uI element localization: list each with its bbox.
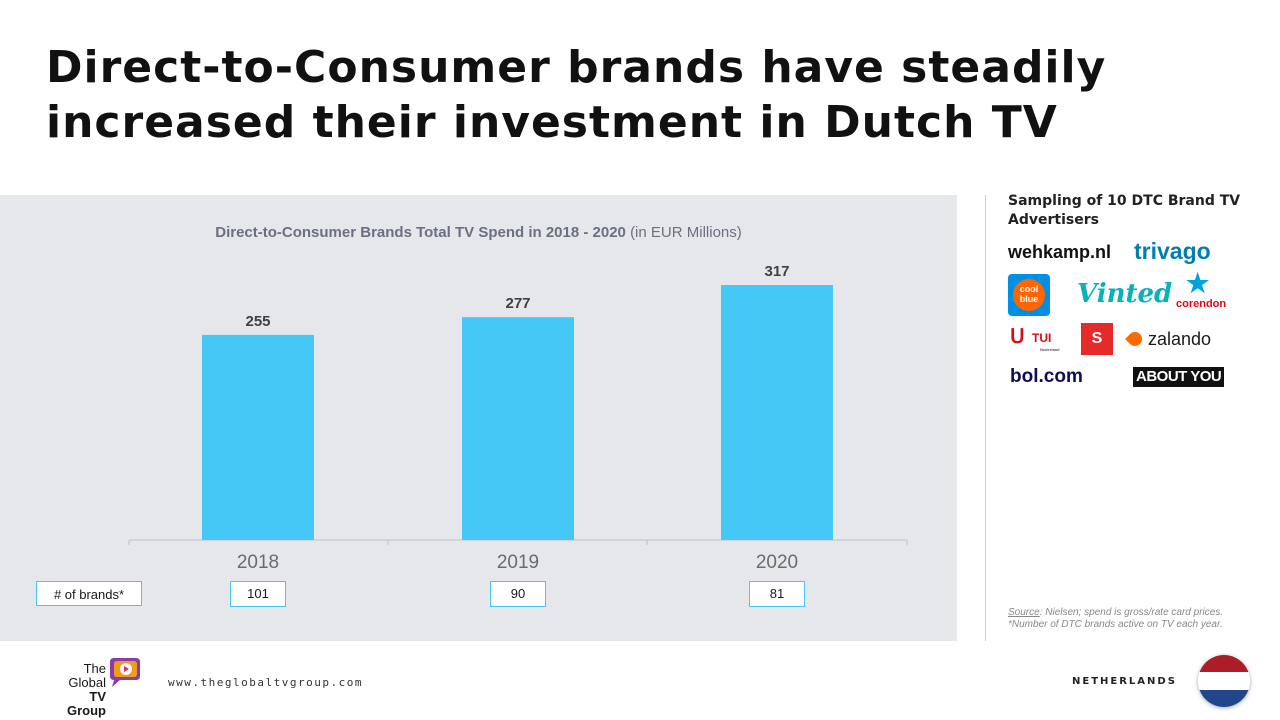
trivago-logo: trivago [1134,238,1211,264]
coolblue-line1: cool [1019,284,1039,294]
bar-2020 [721,285,833,540]
gtv-line1: The [83,661,106,676]
country-label: NETHERLANDS [1072,676,1177,687]
sidebar-divider [985,195,986,641]
bar-2019 [462,317,574,540]
star-icon: ★ [1186,268,1210,298]
x-tick-label: 2018 [237,552,279,573]
zalando-icon [1125,329,1145,349]
bar-value-label: 317 [764,263,789,280]
brand-count-label: # of brands* [36,581,142,606]
footer-url[interactable]: www.theglobaltvgroup.com [168,676,363,689]
flag-stripe-white [1198,672,1250,690]
source-label: Source [1008,607,1040,618]
sbs-logo: S [1081,323,1113,355]
zalando-logo: zalando [1125,329,1238,351]
chart-title: Direct-to-Consumer Brands Total TV Spend… [0,224,957,241]
tui-logo: ᑌ TUI Nederland [1010,326,1066,356]
gtv-line2: Global [68,675,106,690]
corendon-logo: ★ corendon [1176,270,1228,314]
brand-count-2019: 90 [490,581,546,607]
gtv-logo-text: The Global TV Group [62,662,106,718]
flag-stripe-red [1198,655,1250,673]
x-tick-label: 2019 [497,552,539,573]
bar-2018 [202,334,314,540]
bar-value-label: 277 [505,295,530,312]
coolblue-logo: cool blue [1008,274,1050,316]
source-text: : Nielsen; spend is gross/rate card pric… [1039,607,1224,618]
gtv-logo-icon [110,658,140,687]
chart-title-unit: (in EUR Millions) [630,224,742,241]
flag-stripe-blue [1198,689,1250,707]
gtv-line3: TV Group [67,689,106,718]
tui-text: TUI [1032,331,1052,345]
wehkamp-logo: wehkamp.nl [1008,242,1112,262]
coolblue-line2: blue [1019,294,1039,304]
x-tick-label: 2020 [756,552,798,573]
sidebar-title: Sampling of 10 DTC Brand TV Advertisers [1008,193,1241,228]
brand-count-2020: 81 [749,581,805,607]
page-title: Direct-to-Consumer brands have steadily … [46,42,1107,148]
vinted-logo: Vinted [1077,279,1173,309]
tui-subtext: Nederland [1040,347,1060,352]
brand-count-2018: 101 [230,581,286,607]
chart-title-main: Direct-to-Consumer Brands Total TV Spend… [215,224,626,241]
bar-value-label: 255 [245,313,270,330]
tui-smile-icon: ᑌ [1010,326,1025,348]
netherlands-flag-icon [1198,655,1250,707]
source-note: Source: Nielsen; spend is gross/rate car… [1008,607,1268,631]
footnote: *Number of DTC brands active on TV each … [1008,619,1223,630]
aboutyou-logo: ABOUT YOU [1133,367,1225,387]
zalando-text: zalando [1148,329,1212,349]
bar-chart: 255 2018 277 2019 317 2020 [128,263,908,573]
corendon-text: corendon [1176,298,1227,310]
bolcom-logo: bol.com [1010,366,1083,387]
